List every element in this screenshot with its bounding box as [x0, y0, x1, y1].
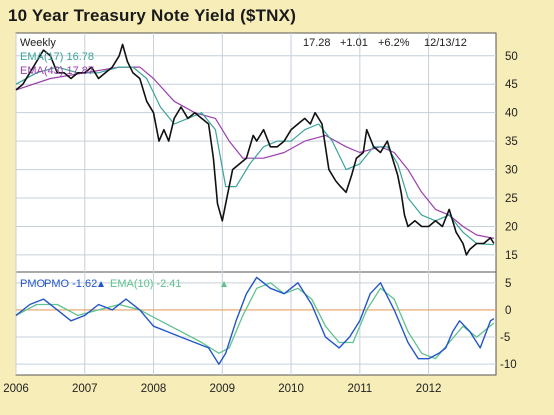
x-tick-label: 2010: [278, 383, 304, 395]
y-tick-label: 20: [505, 221, 518, 233]
x-tick-label: 2007: [72, 383, 98, 395]
y-tick-label: 15: [505, 250, 518, 262]
periodicity-label: Weekly: [20, 37, 56, 49]
pmo-y-tick-label: 0: [505, 305, 511, 317]
y-tick-label: 25: [505, 193, 518, 205]
pmo-y-tick-label: -10: [500, 359, 517, 371]
legend-ema43: EMA(43) 17.87: [20, 65, 94, 77]
last-change: +1.01: [340, 37, 368, 49]
x-tick-label: 2008: [141, 383, 167, 395]
y-tick-label: 30: [505, 165, 518, 177]
ema43-line: [15, 66, 495, 239]
x-tick-label: 2012: [416, 383, 442, 395]
last-date: 12/13/12: [424, 37, 467, 49]
y-tick-label: 35: [505, 136, 518, 148]
y-tick-label: 40: [505, 108, 518, 120]
y-tick-label: 45: [505, 79, 518, 91]
price-line: [15, 43, 495, 256]
legend-pmo-ema: EMA(10) -2.41: [110, 278, 182, 290]
x-tick-label: 2006: [3, 383, 29, 395]
pmo-y-tick-label: 5: [505, 278, 511, 290]
label-layer: 2006 2007 2008 2009 2010 2011 2012 15 20 25 30 35 40…: [3, 51, 518, 395]
pmo-line: [15, 276, 495, 365]
x-tick-label: 2011: [347, 383, 372, 395]
pmo-up-arrow-icon: [98, 281, 104, 287]
last-pct: +6.2%: [378, 37, 410, 49]
chart-title: 10 Year Treasury Note Yield ($TNX): [8, 6, 297, 25]
legend-pmo-value: PMO -1.62: [44, 278, 97, 290]
pmo-y-tick-label: -5: [500, 332, 510, 344]
ema17-line: [15, 66, 494, 246]
legend-ema17: EMA(17) 16.78: [20, 51, 94, 63]
ema-up-arrow-icon: [221, 281, 227, 287]
x-tick-label: 2009: [210, 383, 236, 395]
pmo-title: PMO: [20, 278, 46, 290]
series-layer: [15, 43, 496, 365]
y-tick-label: 50: [505, 51, 518, 63]
last-close: 17.28: [303, 37, 331, 49]
